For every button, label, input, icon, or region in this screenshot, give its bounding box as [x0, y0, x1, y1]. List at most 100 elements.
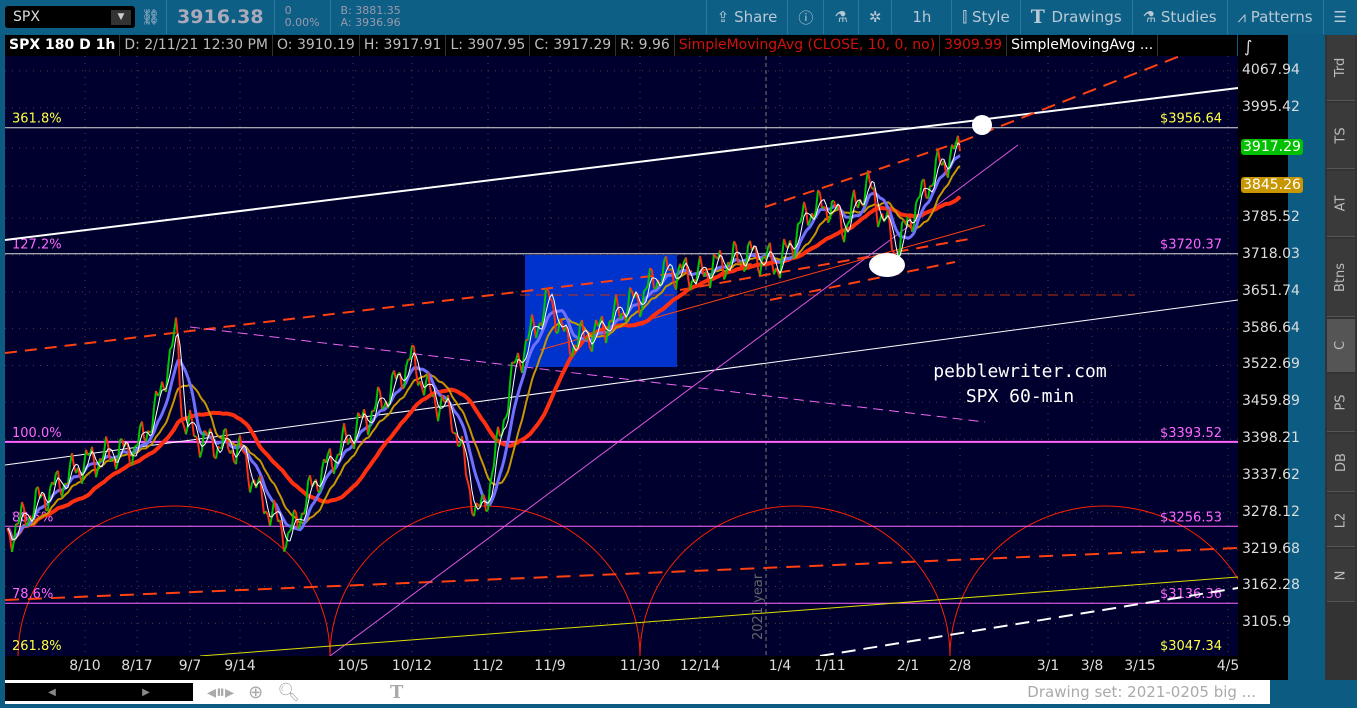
- gear-icon[interactable]: ✲: [857, 0, 892, 34]
- trendline[interactable]: [819, 587, 1238, 656]
- price-tick-label: 3398.21: [1242, 430, 1300, 447]
- text-tool-icon[interactable]: T: [390, 681, 404, 703]
- price-bar: [825, 207, 829, 223]
- drawing-set-selector[interactable]: Drawing set: 2021-0205 big ...: [1027, 683, 1256, 701]
- patterns-button[interactable]: ⩘ Patterns: [1226, 0, 1323, 34]
- price-bar: [389, 375, 393, 401]
- price-bar: [357, 412, 361, 417]
- price-bar: [433, 394, 437, 408]
- side-tab-label: DB: [1333, 453, 1349, 472]
- price-bar: [873, 188, 877, 208]
- price-axis[interactable]: ∫ 4067.94 3995.42 3785.52 3718.03 3651.74 358…: [1238, 35, 1303, 680]
- side-tab-db[interactable]: DB: [1327, 434, 1355, 492]
- price-bar: [135, 443, 139, 447]
- fib-label: 78.6%: [12, 587, 53, 602]
- price-bar: [755, 248, 759, 270]
- interval-button[interactable]: 1h: [891, 0, 951, 34]
- price-bar: [17, 517, 21, 525]
- scroll-right-icon[interactable]: ▶: [142, 686, 150, 698]
- flask-icon[interactable]: ⚗: [823, 0, 857, 34]
- bid-ask: B: 3881.35 A: 3936.96: [329, 0, 411, 34]
- info-icon[interactable]: ⓘ: [787, 0, 823, 34]
- link-icon[interactable]: ⛓: [141, 8, 161, 26]
- price-bar: [621, 312, 625, 315]
- trendline[interactable]: [199, 576, 1238, 656]
- price-bar: [131, 447, 135, 466]
- symbol-selector[interactable]: SPX ▼: [5, 6, 135, 28]
- scale-icon[interactable]: ∫: [1244, 37, 1253, 56]
- price-bar: [505, 411, 509, 418]
- price-bar: [423, 381, 427, 396]
- price-bar: [549, 297, 553, 302]
- price-bar: [413, 346, 417, 372]
- price-bar: [353, 431, 357, 450]
- side-tab-ts[interactable]: TS: [1327, 103, 1355, 169]
- price-bar: [259, 476, 263, 497]
- price-bar: [749, 240, 753, 251]
- side-tab-n[interactable]: N: [1327, 549, 1355, 602]
- price-bar: [813, 209, 817, 219]
- price-bar: [447, 394, 451, 411]
- price-bar: [729, 258, 733, 266]
- studies-button[interactable]: ⚗ Studies: [1131, 0, 1227, 34]
- price-bar: [451, 430, 455, 435]
- sma-10: [7, 142, 961, 542]
- price-bar: [543, 288, 547, 312]
- trendline[interactable]: [764, 141, 961, 208]
- price-tick-label: 3278.12: [1242, 503, 1300, 520]
- price-bar: [209, 428, 213, 436]
- trendline[interactable]: [679, 237, 976, 291]
- price-bar: [531, 314, 535, 325]
- price-bar: [287, 530, 291, 534]
- time-tick-label: 4/5: [1216, 658, 1240, 674]
- crosshair-icon[interactable]: ⊕: [248, 681, 264, 703]
- price-bar: [823, 205, 827, 209]
- time-tick-label: 11/2: [472, 658, 504, 674]
- price-bar: [711, 254, 715, 274]
- side-tab-at[interactable]: AT: [1327, 171, 1355, 237]
- price-bar: [293, 509, 297, 513]
- price-bar: [815, 190, 819, 211]
- share-button[interactable]: ⇪ Share: [705, 0, 788, 34]
- price-bar: [843, 227, 847, 243]
- trendline[interactable]: [329, 144, 1019, 656]
- trendline[interactable]: [5, 261, 771, 354]
- price-bar: [535, 329, 539, 339]
- fib-label: 127.2%: [12, 238, 62, 253]
- zoom-icon[interactable]: 🔍︎: [277, 681, 301, 703]
- price-bar: [743, 267, 747, 272]
- price-bar: [723, 274, 727, 280]
- menu-icon[interactable]: ☰: [1322, 0, 1357, 34]
- scroll-left-icon[interactable]: ◀: [48, 686, 56, 698]
- price-bar: [629, 287, 633, 292]
- pan-icon[interactable]: ◂⏸▸: [207, 681, 235, 703]
- price-bar: [837, 204, 841, 210]
- price-bar: [503, 416, 507, 421]
- price-chart[interactable]: 2021 year 361.8% $3956.64 127.2% $3720.37 10…: [5, 56, 1238, 656]
- style-button[interactable]: ⫿ Style: [951, 0, 1019, 34]
- time-axis[interactable]: 8/10 8/17 9/7 9/14 10/5 10/12 11/2 11/9 11/30 12/…: [5, 656, 1240, 680]
- chevron-down-icon[interactable]: ▼: [111, 9, 131, 25]
- price-bar: [765, 247, 769, 260]
- study-label[interactable]: SimpleMovingAvg (CLOSE, 10, 0, no): [675, 35, 941, 56]
- price-bar: [211, 434, 215, 457]
- trendline[interactable]: [189, 326, 986, 423]
- study-label-2[interactable]: SimpleMovingAvg ...: [1007, 35, 1159, 56]
- price-bar: [151, 407, 155, 431]
- price-bar: [565, 326, 569, 334]
- side-tab-trd[interactable]: Trd: [1327, 35, 1355, 101]
- price-bar: [231, 449, 235, 462]
- price-bar: [15, 522, 19, 526]
- price-bar: [719, 250, 723, 261]
- price-bar: [349, 437, 353, 442]
- side-tab-l2[interactable]: L2: [1327, 494, 1355, 547]
- trendline[interactable]: [769, 261, 956, 301]
- drawings-button[interactable]: T Drawings: [1019, 0, 1132, 34]
- side-tab-c[interactable]: C: [1327, 319, 1355, 372]
- side-tab-btns[interactable]: Btns: [1327, 239, 1355, 317]
- price-bar: [161, 381, 165, 390]
- price-bar: [523, 339, 527, 356]
- trendline[interactable]: [959, 56, 1181, 143]
- side-tab-ps[interactable]: PS: [1327, 374, 1355, 432]
- scrollbar[interactable]: ◀ ▶: [5, 683, 193, 701]
